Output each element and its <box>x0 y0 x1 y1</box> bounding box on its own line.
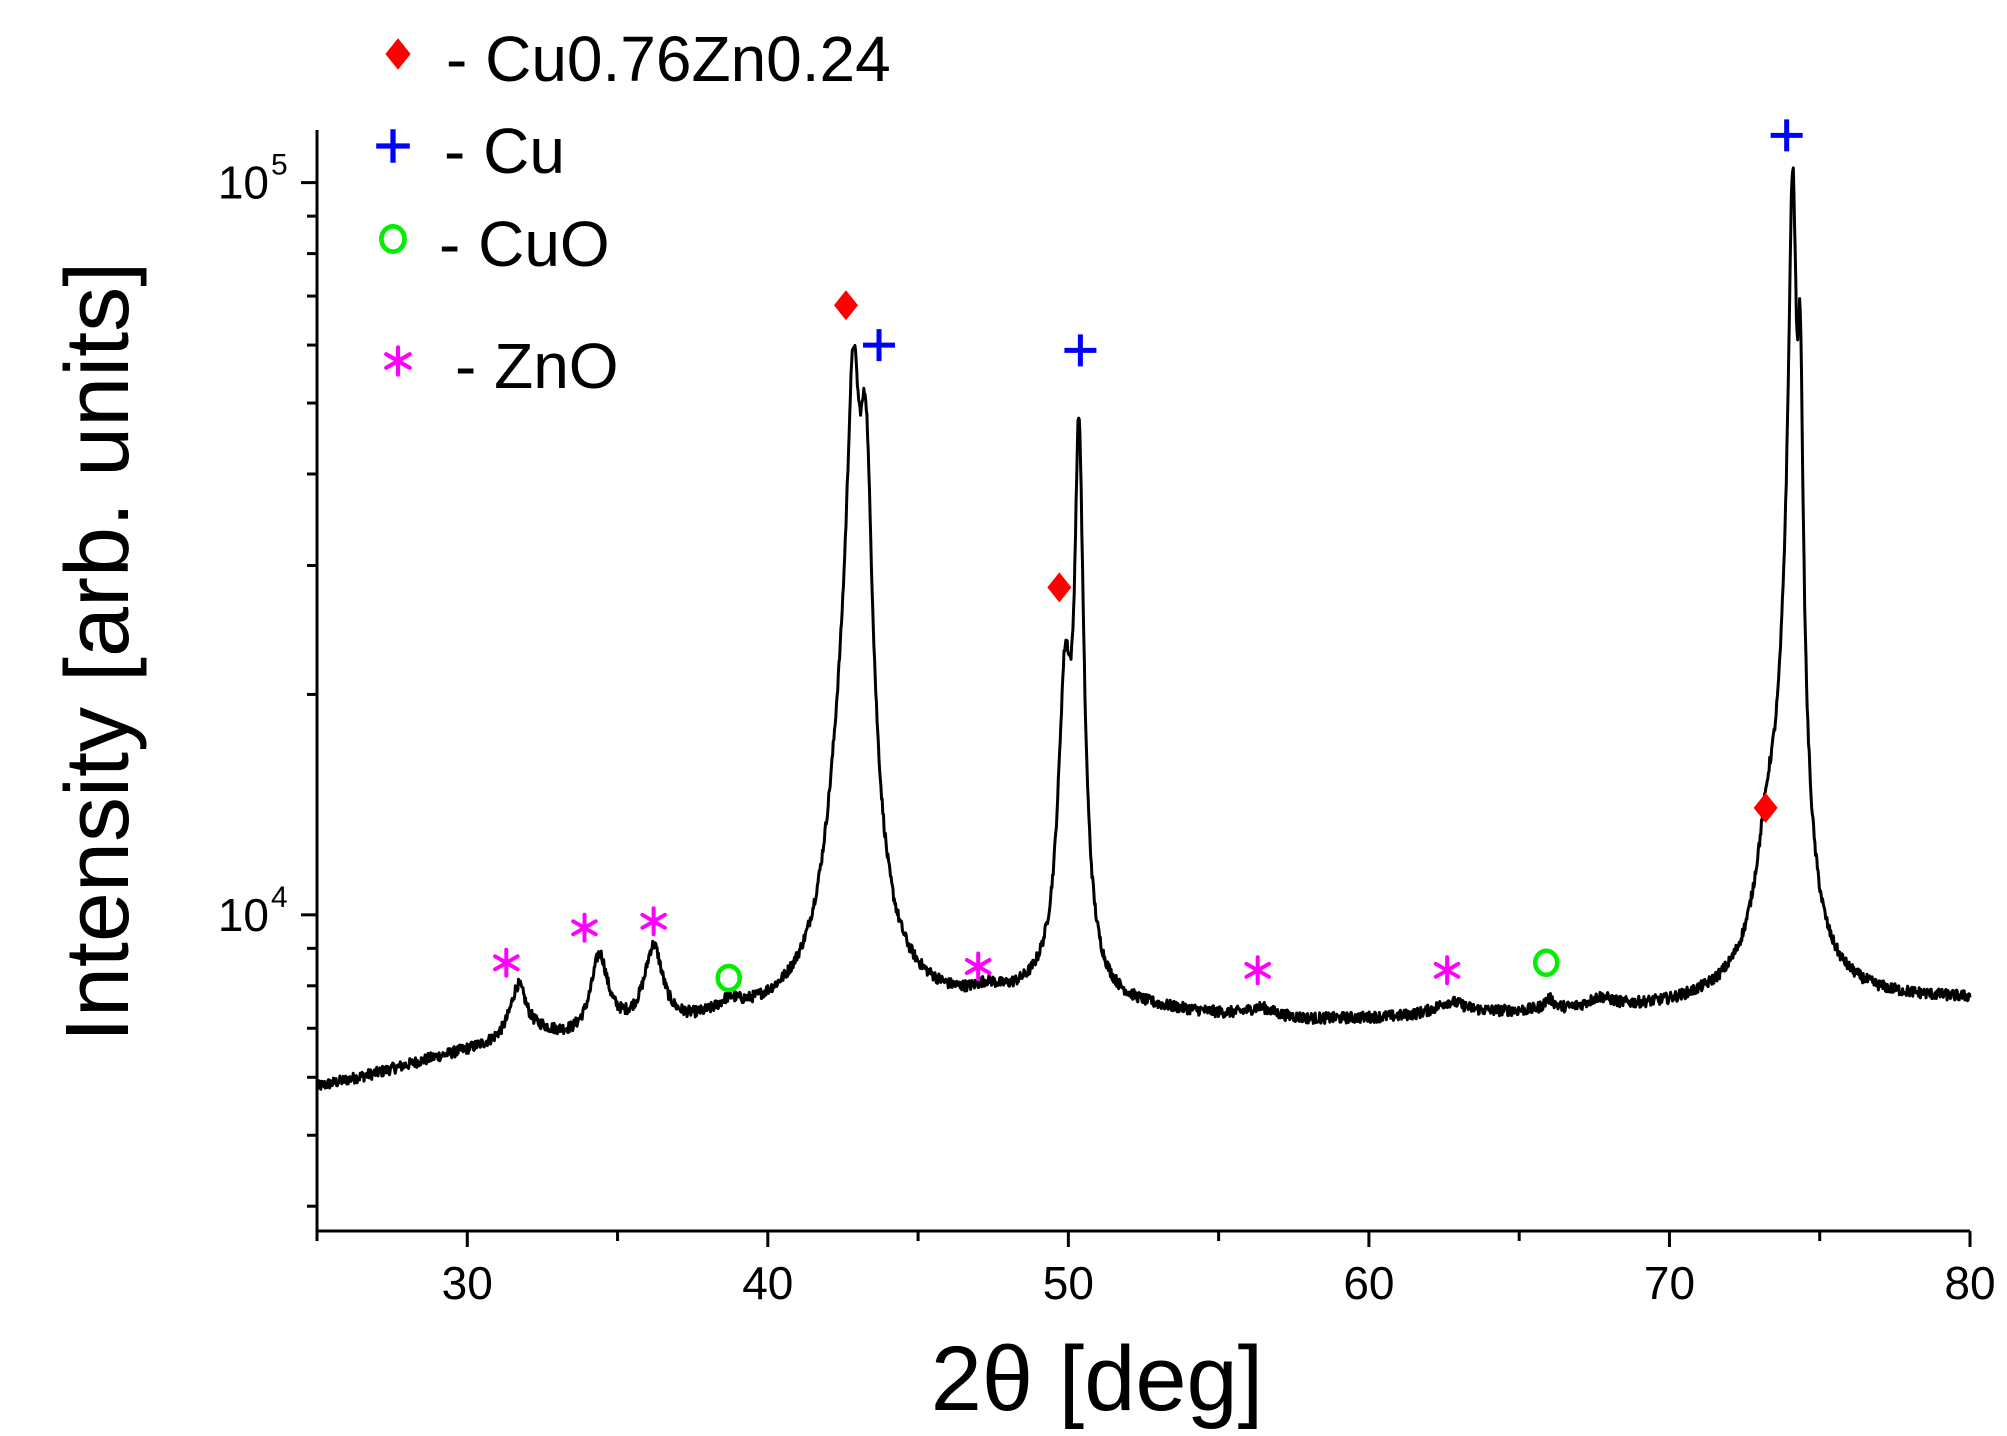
data-layer <box>315 166 1972 1091</box>
y-axis-title: Intensity [arb. units] <box>48 262 148 1042</box>
legend: - Cu0.76Zn0.24 - Cu - CuO - ZnO <box>376 23 891 402</box>
phase-marker-circle <box>715 963 742 993</box>
phase-marker-circle <box>1532 948 1560 978</box>
legend-plus-icon <box>376 129 410 163</box>
phase-marker-plus <box>1064 334 1097 367</box>
x-tick-label: 50 <box>1043 1257 1094 1309</box>
x-tick-label: 30 <box>442 1257 493 1309</box>
legend-label: - Cu <box>444 115 565 187</box>
phase-marker-asterisk <box>493 947 520 978</box>
phase-markers <box>493 119 1803 993</box>
phase-marker-asterisk <box>964 951 992 982</box>
phase-marker-asterisk <box>1244 955 1271 986</box>
y-tick-label: 10 <box>218 889 269 941</box>
phase-marker-diamond <box>1047 572 1072 603</box>
phase-marker-plus <box>863 329 896 362</box>
x-axis-title: 2θ [deg] <box>931 1328 1264 1430</box>
legend-diamond-icon <box>385 38 411 70</box>
legend-label: - CuO <box>439 208 610 280</box>
y-tick-exponent: 4 <box>271 881 288 914</box>
x-tick-label: 40 <box>742 1257 793 1309</box>
y-tick-exponent: 5 <box>271 149 288 182</box>
x-tick-label: 80 <box>1944 1257 1995 1309</box>
phase-marker-plus <box>1770 119 1803 152</box>
legend-asterisk-icon <box>384 345 412 377</box>
x-tick-label: 60 <box>1343 1257 1394 1309</box>
phase-marker-asterisk <box>571 912 598 943</box>
legend-label: - Cu0.76Zn0.24 <box>446 23 891 95</box>
legend-label: - ZnO <box>455 330 619 402</box>
phase-marker-asterisk <box>1433 955 1461 986</box>
legend-circle-icon <box>379 224 407 254</box>
phase-marker-asterisk <box>640 906 667 937</box>
phase-marker-diamond <box>833 290 858 321</box>
y-tick-label: 10 <box>218 157 269 209</box>
xrd-pattern-line <box>315 166 1972 1091</box>
x-tick-label: 70 <box>1644 1257 1695 1309</box>
phase-marker-diamond <box>1753 792 1778 823</box>
